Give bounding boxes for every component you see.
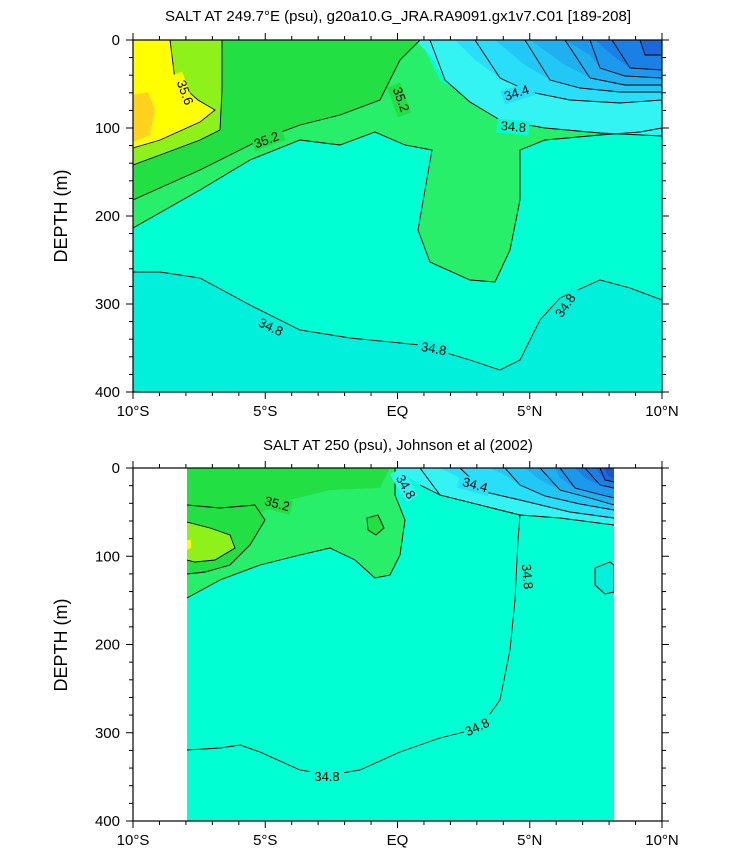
- contour-label: 34.8: [519, 563, 536, 590]
- y-tick-label: 400: [95, 813, 120, 830]
- y-tick-label: 100: [95, 548, 120, 565]
- contour-label: 34.4: [502, 82, 531, 104]
- x-tick-label: 10°N: [645, 832, 679, 849]
- y-tick-label: 200: [95, 208, 120, 225]
- y-tick-label: 400: [95, 384, 120, 401]
- y-tick-label: 0: [112, 460, 120, 477]
- panel-top-title: SALT AT 249.7°E (psu), g20a10.G_JRA.RA90…: [165, 8, 631, 25]
- y-tick-label: 0: [112, 32, 120, 49]
- x-tick-label: 5°S: [253, 832, 277, 849]
- x-tick-label: 5°N: [517, 832, 542, 849]
- contour-label: 34.8: [314, 769, 339, 784]
- y-tick-label: 300: [95, 296, 120, 313]
- contour-label: 34.8: [420, 339, 448, 358]
- panel-top-ticks: 10°S 5°S EQ 5°N 10°N 0 100 200 300 400: [95, 32, 679, 420]
- y-tick-label: 300: [95, 725, 120, 742]
- x-tick-label: 5°S: [253, 403, 277, 420]
- panel-bottom-title: SALT AT 250 (psu), Johnson et al (2002): [263, 437, 533, 454]
- y-tick-label: 200: [95, 637, 120, 654]
- panel-bottom-field: [187, 468, 614, 821]
- x-tick-label: 10°N: [645, 403, 679, 420]
- x-tick-label: EQ: [387, 832, 409, 849]
- panel-top-ylabel: DEPTH (m): [51, 170, 71, 263]
- y-tick-label: 100: [95, 120, 120, 137]
- contour-label: 35.2: [263, 493, 291, 514]
- panel-top: SALT AT 249.7°E (psu), g20a10.G_JRA.RA90…: [51, 8, 679, 420]
- x-tick-label: 10°S: [117, 403, 150, 420]
- contour-label: 34.8: [500, 118, 527, 135]
- panel-bottom-ticks: 10°S 5°S EQ 5°N 10°N 0 100 200 300 400: [95, 460, 679, 849]
- panel-bottom: SALT AT 250 (psu), Johnson et al (2002): [51, 437, 679, 849]
- region-34-6-to-34-8: [133, 272, 662, 392]
- region-35-4-to-35-6: [187, 522, 235, 562]
- region-max-core: [133, 92, 155, 142]
- x-tick-label: 5°N: [517, 403, 542, 420]
- region-35-6-to-35-8: [133, 40, 215, 148]
- panel-bottom-ylabel: DEPTH (m): [51, 599, 71, 692]
- x-tick-label: 10°S: [117, 832, 150, 849]
- contour-label: 34.4: [461, 474, 489, 495]
- x-tick-label: EQ: [387, 403, 409, 420]
